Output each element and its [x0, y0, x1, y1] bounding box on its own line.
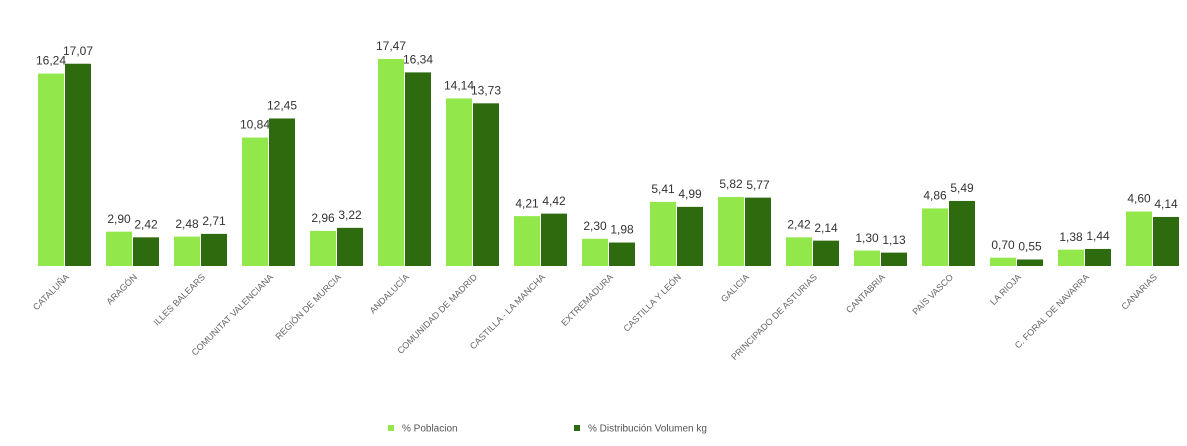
- data-label: 5,49: [950, 181, 974, 195]
- data-label: 2,42: [134, 217, 158, 231]
- data-label: 2,42: [787, 217, 811, 231]
- data-label: 1,30: [855, 231, 879, 245]
- x-tick-label: C. FORAL DE NAVARRA: [1013, 272, 1091, 350]
- bar: [65, 63, 91, 266]
- x-tick-label: GALICIA: [719, 272, 751, 304]
- x-tick-label: ANDALUCÍA: [368, 272, 411, 315]
- bar: [1058, 249, 1084, 266]
- x-tick-label: CASTILLA - LA MANCHA: [468, 272, 547, 351]
- legend-label: % Distribución Volumen kg: [588, 424, 707, 435]
- bar: [473, 103, 499, 267]
- bar: [677, 206, 703, 266]
- data-label: 3,22: [338, 208, 362, 222]
- bar: [405, 72, 431, 266]
- data-label: 14,14: [444, 79, 474, 93]
- bar: [854, 250, 880, 266]
- data-label: 2,48: [175, 217, 199, 231]
- data-label: 1,98: [610, 223, 634, 237]
- bar: [201, 233, 227, 266]
- x-tick-label: COMUNIDAD DE MADRID: [395, 272, 479, 356]
- bar: [1085, 248, 1111, 266]
- bar: [310, 230, 336, 266]
- data-label: 1,13: [882, 233, 906, 247]
- bar: [38, 73, 64, 266]
- bar: [745, 197, 771, 266]
- data-label: 0,55: [1018, 240, 1042, 254]
- bar: [378, 59, 404, 266]
- bar: [1017, 259, 1043, 266]
- data-label: 2,90: [107, 212, 131, 226]
- data-label: 4,14: [1154, 197, 1178, 211]
- x-tick-label: ILLES BALEARS: [152, 272, 208, 328]
- bar: [718, 197, 744, 266]
- bar: [269, 118, 295, 266]
- data-label: 1,38: [1059, 230, 1083, 244]
- legend-swatch: [574, 425, 580, 431]
- data-label: 4,99: [678, 187, 702, 201]
- bar: [106, 231, 132, 266]
- data-label: 13,73: [471, 83, 501, 97]
- data-label: 4,60: [1127, 192, 1151, 206]
- data-label: 5,77: [746, 178, 770, 192]
- legend-label: % Poblacion: [402, 424, 458, 435]
- x-tick-label: CANTABRIA: [844, 272, 887, 315]
- data-label: 0,70: [991, 238, 1015, 252]
- bar: [881, 252, 907, 266]
- bar: [446, 98, 472, 266]
- data-label: 4,86: [923, 189, 947, 203]
- legend-swatch: [388, 425, 394, 431]
- x-tick-label: CANARIAS: [1119, 272, 1159, 312]
- data-label: 17,07: [63, 44, 93, 58]
- data-label: 2,96: [311, 211, 335, 225]
- bar: [541, 213, 567, 266]
- bar: [922, 208, 948, 266]
- data-label: 4,42: [542, 194, 566, 208]
- data-label: 1,44: [1086, 229, 1110, 243]
- bar: [337, 227, 363, 266]
- bar: [786, 237, 812, 266]
- bar: [582, 238, 608, 266]
- x-tick-label: LA RIOJA: [988, 272, 1023, 307]
- data-label: 2,30: [583, 219, 607, 233]
- data-label: 4,21: [515, 196, 539, 210]
- data-label: 5,41: [651, 182, 675, 196]
- bar: [609, 242, 635, 266]
- bar: [990, 257, 1016, 266]
- bar: [242, 137, 268, 266]
- bar: [949, 200, 975, 266]
- x-tick-label: ARAGÓN: [104, 272, 139, 307]
- data-label: 16,34: [403, 53, 433, 67]
- data-label: 17,47: [376, 39, 406, 53]
- data-label: 2,71: [202, 214, 226, 228]
- x-tick-label: COMUNITAT VALENCIANA: [190, 272, 275, 357]
- x-tick-label: REGIÓN DE MURCIA: [273, 272, 343, 342]
- data-label: 2,14: [814, 221, 838, 235]
- data-label: 5,82: [719, 177, 743, 191]
- data-label: 10,84: [240, 118, 270, 132]
- x-tick-label: PAÍS VASCO: [910, 272, 955, 317]
- bar: [133, 237, 159, 266]
- x-tick-label: CASTILLA Y LEÓN: [621, 272, 683, 334]
- bar: [1153, 216, 1179, 266]
- x-tick-label: CATALUÑA: [31, 272, 71, 312]
- bar: [174, 236, 200, 266]
- bar: [1126, 211, 1152, 266]
- bar: [514, 216, 540, 266]
- x-tick-label: EXTREMADURA: [559, 272, 615, 328]
- bar: [813, 240, 839, 266]
- data-label: 16,24: [36, 54, 66, 68]
- data-label: 12,45: [267, 99, 297, 113]
- bar: [650, 201, 676, 266]
